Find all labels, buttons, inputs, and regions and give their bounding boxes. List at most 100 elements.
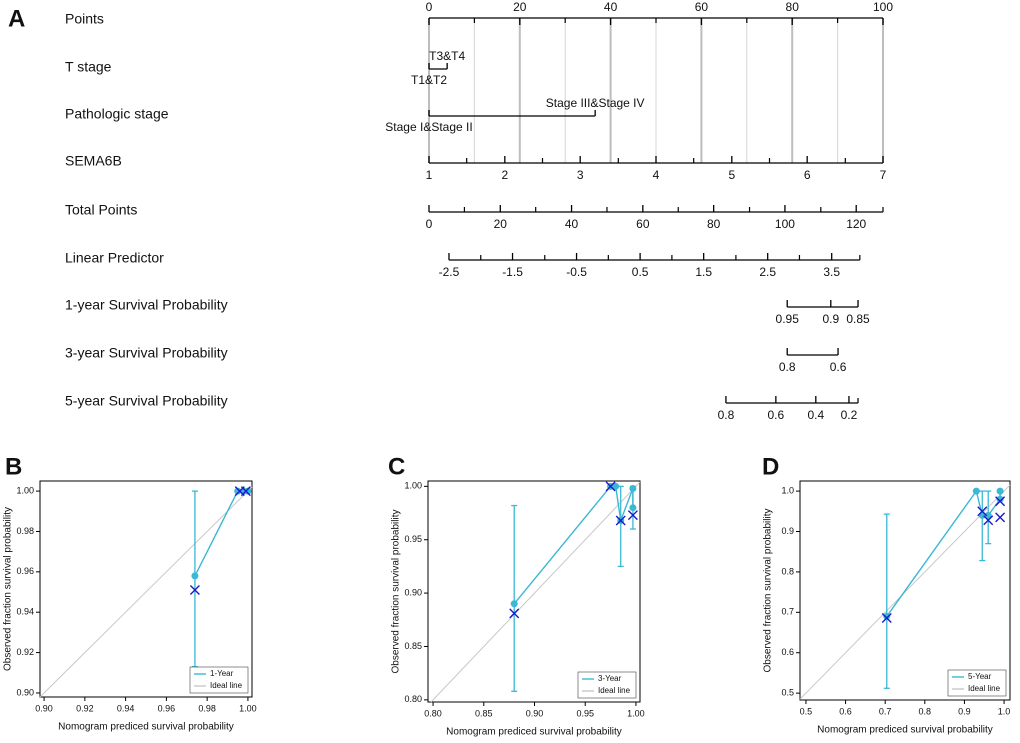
y-tick-label: 0.96 [16,566,34,576]
category-label: Stage I&Stage II [385,120,472,134]
tick-label: 0.8 [718,408,735,422]
y-tick-label: 0.98 [16,526,34,536]
x-tick-label: 0.5 [800,706,813,716]
legend-box [189,666,249,694]
point [883,612,891,620]
plot-frame [799,480,1011,701]
point [972,487,980,495]
tick-label: 3 [577,168,584,182]
tick-label: 60 [636,217,650,231]
tick-label: 0.8 [779,360,796,374]
legend-label: 3-Year [598,674,622,683]
tick-label: -1.5 [502,265,523,279]
x-tick-label: 0.85 [475,708,493,718]
category-label: T3&T4 [429,49,465,63]
y-tick-label: 0.90 [404,587,422,597]
point [629,504,637,512]
tick-label: 100 [775,217,795,231]
y-tick-label: 0.90 [16,687,34,697]
x-marker [189,585,200,596]
y-tick-label: 0.8 [781,566,794,576]
x-tick-label: 0.92 [76,703,94,713]
x-tick-label: 0.90 [35,703,53,713]
tick-label: 40 [565,217,579,231]
x-tick-label: 0.94 [117,703,135,713]
tick-label: 3.5 [823,265,840,279]
point [629,484,637,492]
tick-label: 0 [426,0,433,14]
legend-label: Ideal line [210,681,243,690]
plot-frame [39,480,253,698]
tick-label: -0.5 [566,265,587,279]
row-label: T stage [65,59,112,75]
ideal-line [799,484,1011,700]
error-bar [617,485,624,568]
legend-box [577,671,637,699]
y-tick-label: 0.5 [781,688,794,698]
point [234,487,242,495]
row-label: 1-year Survival Probability [65,297,228,313]
legend-box [947,669,1007,697]
error-bar [883,513,890,689]
y-tick-label: 0.92 [16,647,34,657]
tick-label: -2.5 [439,265,460,279]
y-tick-label: 0.95 [404,534,422,544]
row-label: 5-year Survival Probability [65,393,228,409]
y-tick-label: 0.7 [781,607,794,617]
tick-label: 0.95 [776,312,800,326]
legend-label: Ideal line [968,684,1001,693]
tick-label: 0 [426,217,433,231]
panel-letter: B [5,453,22,480]
y-tick-label: 1.0 [781,485,794,495]
tick-label: 60 [695,0,709,14]
tick-label: 1 [426,168,433,182]
x-marker [977,506,988,517]
tick-label: 0.2 [841,408,858,422]
tick-label: 0.85 [846,312,870,326]
tick-label: 80 [786,0,800,14]
y-axis-label: Observed fraction survival probability [3,507,14,671]
tick-label: 4 [653,168,660,182]
tick-label: 80 [707,217,721,231]
x-tick-label: 0.7 [879,706,892,716]
row-label: Pathologic stage [65,106,169,122]
x-axis-label: Nomogram prediced survival probability [817,725,993,736]
ideal-line [39,486,253,698]
tick-label: 0.5 [632,265,649,279]
point [191,572,199,580]
x-axis-label: Nomogram prediced survival probability [58,722,234,733]
point [244,487,252,495]
x-tick-label: 0.96 [158,703,176,713]
plot-frame [427,480,641,703]
x-tick-label: 1.00 [239,703,257,713]
tick-label: 0.4 [807,408,824,422]
error-bar [511,504,518,692]
y-tick-label: 0.80 [404,694,422,704]
ideal-line [430,481,641,703]
x-marker [605,481,616,492]
x-marker [627,510,638,521]
tick-label: 40 [604,0,618,14]
point [612,482,620,490]
calibration-line [513,485,634,605]
row-label: SEMA6B [65,153,122,169]
tick-label: 20 [513,0,527,14]
x-tick-label: 0.90 [526,708,544,718]
x-tick-label: 1.00 [627,708,645,718]
x-tick-label: 1.0 [998,706,1011,716]
y-tick-label: 0.6 [781,647,794,657]
x-marker [995,496,1006,507]
x-axis-label: Nomogram prediced survival probability [446,727,622,738]
y-tick-label: 0.85 [404,641,422,651]
point [996,487,1004,495]
point [984,511,992,519]
tick-label: 20 [494,217,508,231]
calibration-line [194,490,248,577]
x-tick-label: 0.6 [839,706,852,716]
tick-label: 0.9 [822,312,839,326]
x-tick-label: 0.95 [576,708,594,718]
point [510,600,518,608]
y-tick-label: 1.00 [16,485,34,495]
panel-letter: C [388,453,405,480]
y-tick-label: 0.94 [16,607,34,617]
